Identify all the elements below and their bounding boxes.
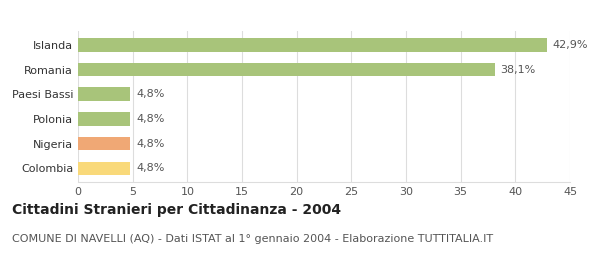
Text: 4,8%: 4,8% bbox=[136, 163, 164, 173]
Bar bbox=[78, 137, 130, 151]
Legend: Europa, Africa, America: Europa, Africa, America bbox=[193, 0, 455, 3]
Text: 4,8%: 4,8% bbox=[136, 139, 164, 149]
Text: Cittadini Stranieri per Cittadinanza - 2004: Cittadini Stranieri per Cittadinanza - 2… bbox=[12, 203, 341, 217]
Text: 42,9%: 42,9% bbox=[553, 40, 588, 50]
Bar bbox=[78, 112, 130, 126]
Bar bbox=[78, 38, 547, 52]
Bar bbox=[78, 87, 130, 101]
Text: 38,1%: 38,1% bbox=[500, 64, 535, 75]
Bar bbox=[78, 161, 130, 175]
Text: 4,8%: 4,8% bbox=[136, 89, 164, 99]
Bar bbox=[78, 63, 494, 76]
Text: COMUNE DI NAVELLI (AQ) - Dati ISTAT al 1° gennaio 2004 - Elaborazione TUTTITALIA: COMUNE DI NAVELLI (AQ) - Dati ISTAT al 1… bbox=[12, 234, 493, 244]
Text: 4,8%: 4,8% bbox=[136, 114, 164, 124]
